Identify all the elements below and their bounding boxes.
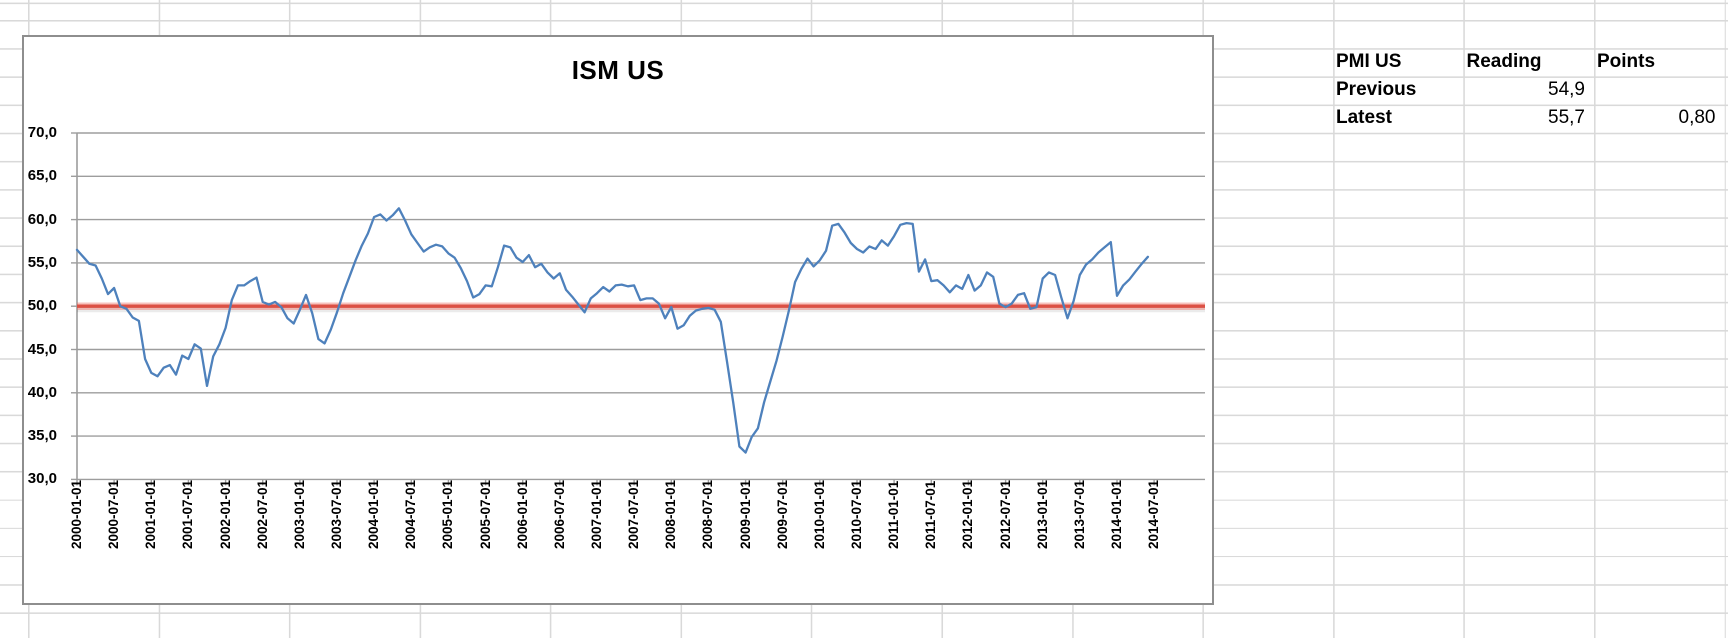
pmi-summary-table: PMI US Reading Points Previous 54,9 Late… — [1333, 48, 1725, 133]
x-axis-tick-label: 2005-07-01 — [477, 479, 493, 549]
x-axis-tick-label: 2011-01-01 — [886, 480, 902, 549]
x-axis-tick-label: 2005-01-01 — [440, 479, 456, 549]
x-axis-tick-label: 2014-07-01 — [1146, 479, 1162, 549]
x-axis-tick-label: 2000-01-01 — [69, 479, 84, 549]
chart-plot-area — [71, 132, 1205, 486]
points-header-cell[interactable]: Points — [1597, 51, 1656, 72]
y-axis-tick-label: 60,0 — [27, 210, 57, 228]
latest-reading-cell[interactable]: 55,7 — [1548, 107, 1585, 129]
x-axis-tick-label: 2009-07-01 — [774, 479, 790, 549]
x-axis-tick-label: 2002-07-01 — [254, 479, 270, 549]
x-axis-tick-label: 2012-07-01 — [997, 479, 1013, 549]
previous-label-cell[interactable]: Previous — [1336, 79, 1417, 101]
y-axis-tick-label: 65,0 — [27, 167, 57, 185]
latest-points-cell[interactable]: 0,80 — [1678, 107, 1716, 129]
x-axis-tick-label: 2013-01-01 — [1034, 479, 1050, 549]
x-axis-tick-label: 2007-01-01 — [589, 479, 604, 549]
x-axis-tick-label: 2007-07-01 — [626, 479, 642, 549]
pmi-table-title-cell[interactable]: PMI US — [1336, 51, 1402, 72]
x-axis-tick-label: 2010-01-01 — [811, 479, 827, 549]
y-axis-tick-label: 50,0 — [27, 297, 57, 315]
x-axis-tick-label: 2004-07-01 — [403, 479, 419, 549]
y-axis-tick-label: 40,0 — [27, 383, 57, 401]
x-axis-tick-label: 2009-01-01 — [737, 479, 753, 549]
x-axis-tick-label: 2011-07-01 — [923, 480, 939, 549]
x-axis-tick-label: 2006-01-01 — [514, 479, 530, 549]
x-axis-tick-label: 2014-01-01 — [1109, 479, 1124, 549]
x-axis-tick-label: 2012-01-01 — [960, 479, 976, 549]
x-axis-tick-label: 2003-07-01 — [329, 479, 344, 549]
ism-series-line — [75, 207, 1150, 454]
x-axis-tick-label: 2003-01-01 — [291, 479, 307, 549]
y-axis-tick-label: 30,0 — [27, 470, 57, 488]
latest-label-cell[interactable]: Latest — [1336, 107, 1392, 129]
x-axis-tick-label: 2008-01-01 — [663, 479, 679, 549]
y-axis-tick-label: 55,0 — [27, 253, 57, 271]
y-axis-tick-label: 45,0 — [27, 340, 57, 358]
x-axis-tick-label: 2010-07-01 — [849, 479, 864, 549]
reading-header-cell[interactable]: Reading — [1466, 51, 1542, 72]
x-axis-tick-label: 2002-01-01 — [217, 479, 233, 549]
x-axis-tick-label: 2000-07-01 — [106, 479, 122, 549]
chart-title: ISM US — [571, 55, 665, 85]
y-axis-tick-label: 70,0 — [27, 124, 57, 141]
previous-points-cell[interactable] — [1594, 76, 1725, 104]
x-axis-tick-label: 2004-01-01 — [366, 479, 382, 549]
x-axis-tick-label: 2013-07-01 — [1071, 479, 1087, 549]
ism-chart-object[interactable]: ISM US 70,0 65,0 60,0 55,0 50,0 45,0 40,0 35,0 3… — [22, 35, 1214, 605]
x-axis-tick-label: 2001-01-01 — [143, 479, 159, 549]
x-axis-tick-label: 2006-07-01 — [551, 479, 567, 549]
x-axis-tick-label: 2008-07-01 — [700, 479, 716, 549]
previous-reading-cell[interactable]: 54,9 — [1548, 79, 1585, 101]
y-axis-tick-label: 35,0 — [27, 427, 57, 445]
x-axis-tick-label: 2001-07-01 — [180, 479, 196, 549]
